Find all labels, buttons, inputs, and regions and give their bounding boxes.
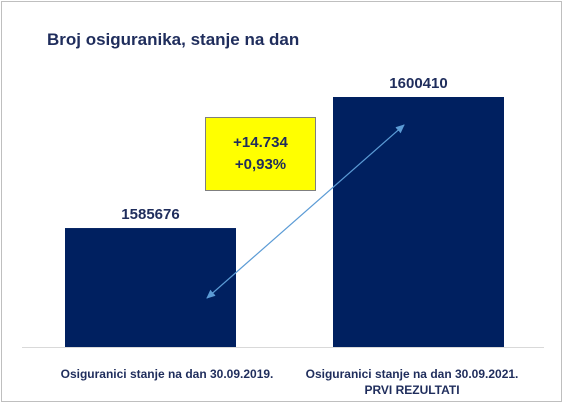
data-label-0: 1585676 bbox=[121, 206, 179, 223]
difference-percent: +0,93% bbox=[234, 156, 287, 173]
difference-absolute: +14.734 bbox=[233, 134, 288, 151]
data-label-1: 1600410 bbox=[389, 75, 447, 92]
comparison-arrow bbox=[206, 124, 405, 299]
x-axis-label-2021: Osiguranici stanje na dan 30.09.2021. PR… bbox=[305, 367, 519, 397]
bar-0 bbox=[65, 228, 236, 347]
x-axis-label-2019: Osiguranici stanje na dan 30.09.2019. bbox=[60, 367, 274, 381]
bar-1 bbox=[333, 97, 504, 347]
difference-callout: +14.734 +0,93% bbox=[205, 117, 316, 191]
chart-title: Broj osiguranika, stanje na dan bbox=[47, 30, 300, 49]
